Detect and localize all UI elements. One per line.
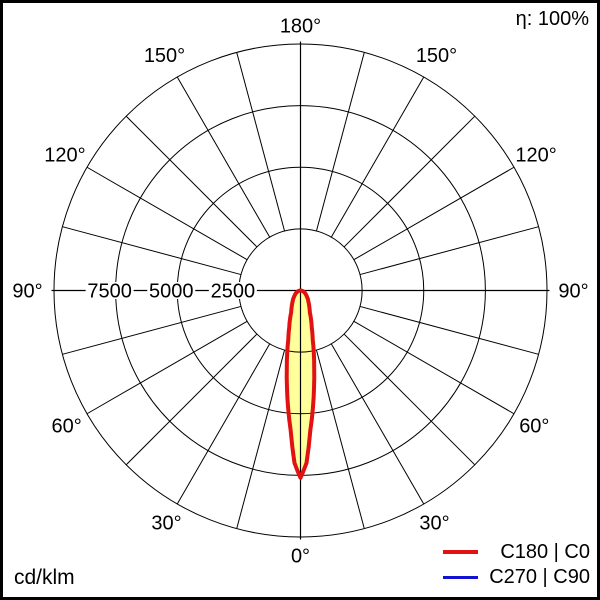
grid-radial-line [330,343,425,505]
legend-line-blue-icon [443,575,478,579]
angle-label: 90° [12,281,42,303]
ring-label-bg [208,282,257,299]
grid-radial-line [125,333,258,466]
grid-radial-line [353,320,515,415]
legend-item-c270-c90: C270 | C90 [443,566,590,588]
ring-value-label: 7500 [87,281,132,303]
grid-radial-line [359,226,539,276]
angle-label: 60° [519,416,549,438]
grid-radial-line [62,226,242,276]
curve-c180-c0 [284,288,317,480]
legend-label-c270-c90: C270 | C90 [489,566,590,588]
grid-radial-line [176,343,271,505]
grid-radial-line [315,349,365,529]
grid-radial-line [330,76,425,238]
grid-radial-line [343,333,476,466]
legend-label-c180-c0: C180 | C0 [500,541,590,563]
ring-label-bg [85,282,134,299]
angle-label: 150° [416,45,457,67]
grid-radial-line [236,52,286,232]
angle-label: 120° [515,145,556,167]
polar-chart: 2500 5000 7500 0° 30° 30° 60° 60° 90° 90° 120° 120°… [12,16,588,568]
grid-radial-line [315,52,365,232]
angle-label: 30° [151,513,181,535]
efficiency-label: η: 100% [515,8,589,30]
ring-label-bg [147,282,196,299]
unit-label: cd/klm [14,566,75,589]
grid-radial-line [86,166,248,261]
grid-radial-line [86,320,248,415]
grid-radial-line [359,305,539,355]
grid-radial-line [62,305,242,355]
grid-radial-line [353,166,515,261]
angle-label: 150° [144,45,185,67]
angle-label: 0° [291,546,310,568]
angle-label: 90° [558,281,588,303]
angle-label: 180° [280,16,321,38]
angle-label: 120° [44,145,85,167]
grid-radial-line [125,115,258,248]
grid-radial-line [176,76,271,238]
ring-value-label: 2500 [211,281,256,303]
legend: C180 | C0 C270 | C90 [443,541,590,588]
legend-line-red-icon [443,550,478,554]
angle-label: 30° [419,513,449,535]
ring-value-label: 5000 [149,281,194,303]
legend-item-c180-c0: C180 | C0 [443,541,590,563]
angle-label: 60° [52,416,82,438]
grid-radial-line [236,349,286,529]
grid-radial-line [343,115,476,248]
